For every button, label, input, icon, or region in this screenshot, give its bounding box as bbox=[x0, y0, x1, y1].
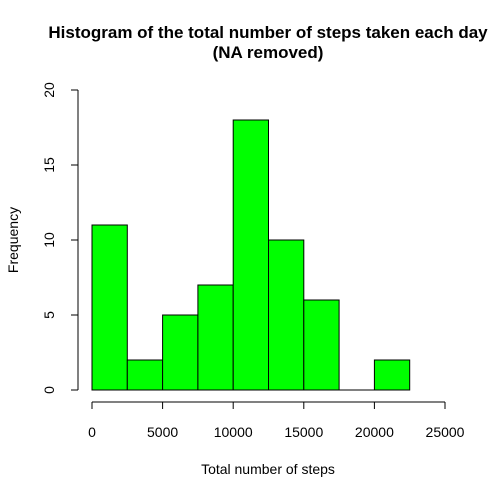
histogram-bar bbox=[303, 299, 340, 391]
histogram-bar bbox=[91, 224, 128, 391]
histogram-bar bbox=[197, 284, 234, 391]
bars-group bbox=[91, 119, 411, 391]
y-axis: 0 5 10 15 20 bbox=[41, 82, 79, 394]
x-tick-label: 5000 bbox=[147, 424, 178, 440]
x-tick-label: 10000 bbox=[214, 424, 253, 440]
x-tick-label: 20000 bbox=[355, 424, 394, 440]
y-tick-label: 20 bbox=[41, 82, 57, 98]
histogram-bar bbox=[126, 359, 164, 391]
chart-subtitle: (NA removed) bbox=[213, 43, 324, 62]
x-tick-label: 15000 bbox=[284, 424, 323, 440]
histogram-bar bbox=[162, 314, 199, 391]
x-tick-label: 0 bbox=[88, 424, 96, 440]
chart-title: Histogram of the total number of steps t… bbox=[48, 23, 488, 42]
y-axis-label: Frequency bbox=[5, 207, 21, 273]
y-tick-label: 15 bbox=[41, 157, 57, 173]
y-tick-label: 0 bbox=[41, 386, 57, 394]
histogram-bar bbox=[232, 119, 269, 391]
histogram-bar bbox=[373, 359, 411, 391]
histogram-bar bbox=[268, 239, 305, 391]
y-tick-label: 5 bbox=[41, 311, 57, 319]
x-tick-label: 25000 bbox=[426, 424, 465, 440]
y-tick-label: 10 bbox=[41, 232, 57, 248]
x-axis: 0 5000 10000 15000 20000 25000 bbox=[88, 401, 465, 440]
x-axis-label: Total number of steps bbox=[201, 461, 335, 477]
